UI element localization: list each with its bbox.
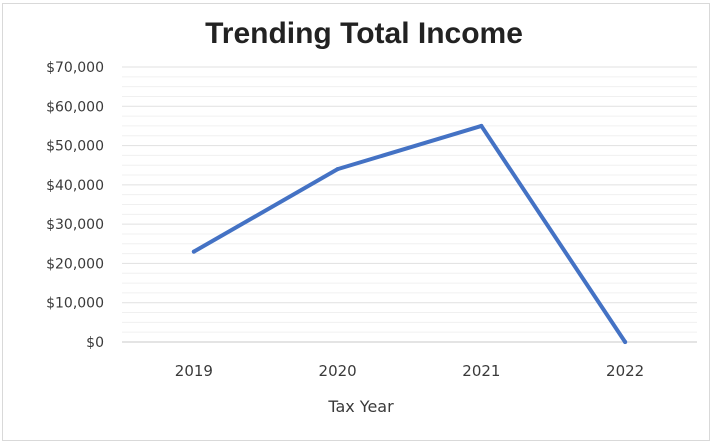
x-tick-label: 2021 [462,362,500,380]
y-tick-label: $30,000 [46,217,104,233]
x-axis-title: Tax Year [327,397,394,416]
y-tick-label: $70,000 [46,60,104,76]
gridlines [122,66,697,343]
data-point [335,167,340,172]
y-tick-label: $40,000 [46,178,104,194]
chart-frame [2,3,710,441]
data-point [623,340,628,344]
x-tick-label: 2020 [319,362,357,380]
x-tick-label: 2019 [175,362,213,380]
y-tick-label: $60,000 [46,99,104,115]
x-tick-label: 2022 [606,362,644,380]
y-tick-label: $20,000 [46,256,104,272]
y-axis-tick-labels: $0 $10,000 $20,000 $30,000 $40,000 $50,000 $60… [46,60,104,351]
x-axis-tick-labels: 2019 2020 2021 2022 [175,362,644,380]
data-point [191,249,196,254]
chart-title: Trending Total Income [205,17,523,50]
data-point [479,123,484,128]
y-tick-label: $10,000 [46,296,104,312]
y-tick-label: $50,000 [46,139,104,155]
y-tick-label: $0 [86,335,104,351]
series-line [191,123,628,344]
series-layer [191,123,628,344]
